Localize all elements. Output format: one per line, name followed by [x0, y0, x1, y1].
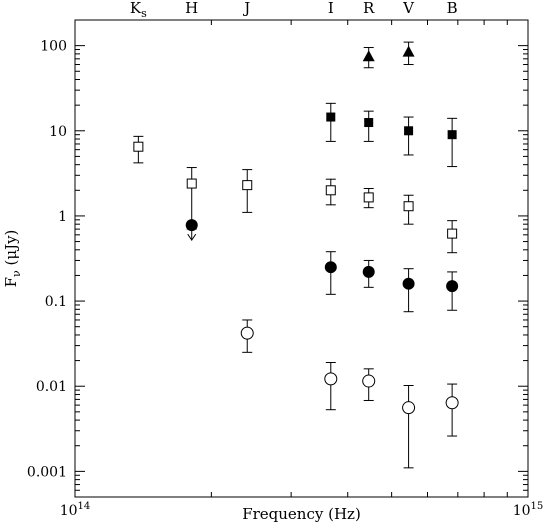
- band-label-H: H: [185, 0, 198, 17]
- filled-square-marker: [404, 126, 414, 136]
- band-labels: Ks H J I R V B: [130, 0, 458, 20]
- open-circle-marker: [362, 374, 376, 388]
- upper-limit-arrowhead: [187, 233, 197, 242]
- filled-triangle-marker: [402, 45, 415, 57]
- band-label-R: R: [363, 0, 375, 17]
- y-tick-label: 0.1: [45, 294, 67, 310]
- y-tick-label: 1: [58, 209, 67, 225]
- band-label-J: J: [242, 0, 250, 17]
- open-square-marker: [242, 180, 253, 191]
- band-label-Ks: Ks: [130, 0, 147, 20]
- open-square-marker: [363, 192, 374, 203]
- open-square-marker: [447, 228, 458, 239]
- band-label-V: V: [402, 0, 415, 17]
- band-label-B: B: [447, 0, 458, 17]
- open-square-marker: [403, 201, 414, 212]
- filled-circle-marker: [362, 265, 375, 278]
- ticks: [74, 19, 529, 498]
- filled-square-marker: [364, 118, 374, 128]
- y-tick-label: 10: [49, 124, 67, 140]
- y-tick-label: 0.001: [27, 464, 67, 480]
- y-tick-label: 0.01: [36, 379, 67, 395]
- axes: [74, 19, 529, 498]
- filled-circle-marker: [324, 261, 337, 274]
- open-square-marker: [186, 178, 197, 189]
- filled-circle-marker: [446, 280, 459, 293]
- x-tick-label: 1015: [513, 501, 544, 519]
- x-tick-label: 1014: [60, 501, 91, 519]
- open-circle-marker: [445, 396, 459, 410]
- plot-frame: [74, 19, 529, 498]
- open-circle-marker: [324, 372, 338, 386]
- band-label-I: I: [328, 0, 334, 17]
- x-axis-label: Frequency (Hz): [242, 505, 361, 522]
- filled-triangle-marker: [362, 50, 375, 62]
- filled-circle-marker: [402, 277, 415, 290]
- filled-circle-marker: [185, 219, 198, 232]
- open-circle-marker: [240, 326, 254, 340]
- filled-square-marker: [326, 112, 336, 122]
- labels: Frequency (Hz) Fν (μJy) 0.0010.010.11101…: [2, 39, 543, 522]
- open-square-marker: [133, 141, 144, 152]
- y-axis-label: Fν (μJy): [2, 230, 23, 288]
- filled-square-marker: [447, 130, 457, 140]
- y-tick-label: 100: [40, 39, 67, 55]
- open-circle-marker: [402, 401, 416, 415]
- open-square-marker: [325, 185, 336, 196]
- data-points: [133, 41, 459, 469]
